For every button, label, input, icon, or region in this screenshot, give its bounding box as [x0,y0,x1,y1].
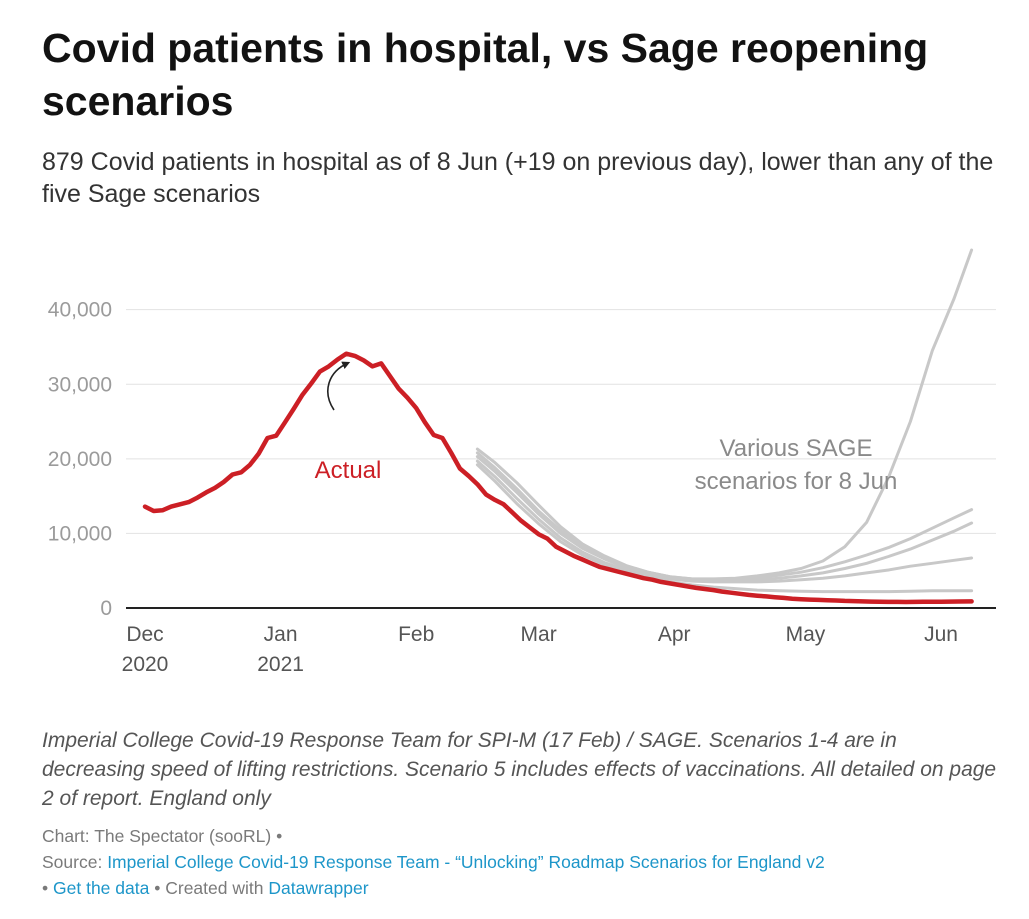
source-prefix: Source: [42,852,103,872]
actual-series-label: Actual [315,457,382,484]
footer-bullet: • [154,878,161,898]
y-tick-label: 30,000 [48,373,112,396]
footer-line-1: Chart: The Spectator (sooRL) • [42,823,1012,849]
source-link[interactable]: Imperial College Covid-19 Response Team … [107,852,825,872]
x-tick-year-label: 2020 [122,653,169,676]
scenario-series [475,248,974,594]
x-tick-label: Jan [264,623,298,646]
y-axis-ticks: 0 10,000 20,000 30,000 40,000 [48,299,112,620]
gridlines [126,309,996,534]
x-tick-label: Jun [924,623,958,646]
x-tick-label: Mar [521,623,557,646]
chart-subtitle: 879 Covid patients in hospital as of 8 J… [42,148,994,208]
datawrapper-link[interactable]: Datawrapper [268,878,369,898]
peak-annotation-arrow [327,361,351,411]
y-tick-label: 40,000 [48,299,112,322]
x-tick-label: Dec [126,623,163,646]
x-tick-year-label: 2021 [257,653,304,676]
y-tick-label: 10,000 [48,522,112,545]
footer-bullet: • [276,826,283,846]
scenario-line-4 [475,459,974,584]
scenario-line-5 [475,463,974,594]
x-tick-label: Feb [398,623,434,646]
chart-credit-prefix: Chart: [42,826,90,846]
x-tick-label: Apr [658,623,691,646]
scenario-label-line1: Various SAGE [720,435,873,462]
chart-notes: Imperial College Covid-19 Response Team … [42,729,997,810]
actual-series [142,351,974,605]
actual-line [142,351,974,605]
x-axis-ticks: Dec 2020 Jan 2021 Feb Mar Apr May Jun [122,623,958,676]
footer-line-3: • Get the data • Created with Datawrappe… [42,875,1012,901]
y-tick-label: 20,000 [48,448,112,471]
footer-line-2: Source: Imperial College Covid-19 Respon… [42,849,1012,875]
chart-credit: The Spectator (sooRL) [94,826,272,846]
chart-title: Covid patients in hospital, vs Sage reop… [42,25,929,124]
y-tick-label: 0 [100,597,112,620]
created-with-text: Created with [165,878,264,898]
scenario-label-line2: scenarios for 8 Jun [695,468,898,495]
get-the-data-link[interactable]: Get the data [53,878,150,898]
x-tick-label: May [786,623,826,646]
footer-bullet: • [42,878,49,898]
chart-footer: Chart: The Spectator (sooRL) • Source: I… [42,823,1012,901]
